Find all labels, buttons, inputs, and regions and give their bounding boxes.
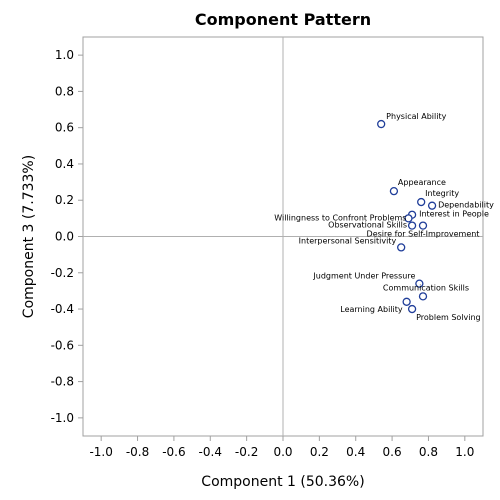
y-axis-ticks: -1.0 -0.8 -0.6 -0.4 -0.2 0.0 0.2 0.4 0.6 0.8 1.0	[51, 48, 83, 425]
x-tick-label: -0.8	[126, 445, 149, 459]
y-tick-label: -0.6	[51, 338, 74, 352]
y-tick-label: 0.4	[55, 157, 74, 171]
x-tick-label: 0.2	[310, 445, 329, 459]
data-point-marker	[418, 292, 428, 301]
data-point-label: Interest in People	[419, 210, 489, 219]
data-point-label: Learning Ability	[340, 305, 403, 314]
data-points: Physical Ability Appearance Integrity Depen…	[274, 112, 494, 322]
x-tick-label: -0.2	[235, 445, 258, 459]
data-point-label: Judgment Under Pressure	[312, 272, 415, 281]
y-tick-label: 0.8	[55, 84, 74, 98]
y-tick-label: -1.0	[51, 411, 74, 425]
y-tick-label: -0.2	[51, 266, 74, 280]
data-point-marker	[407, 221, 417, 230]
data-point-marker	[389, 187, 399, 196]
y-axis-label: Component 3 (7.733%)	[21, 155, 37, 318]
y-tick-label: 0.0	[55, 230, 74, 244]
data-point-marker	[417, 197, 426, 207]
x-tick-label: 1.0	[455, 445, 474, 459]
x-tick-label: 0.0	[273, 445, 292, 459]
y-tick-label: -0.4	[51, 302, 74, 316]
data-point-label: Appearance	[398, 178, 446, 187]
data-point-label: Willingness to Confront Problems	[274, 213, 406, 222]
data-point-marker	[377, 119, 386, 129]
x-tick-label: 0.8	[419, 445, 438, 459]
data-point-label: Observational Skills	[328, 221, 407, 230]
data-point-label: Dependability	[438, 201, 494, 210]
x-axis-label: Component 1 (50.36%)	[201, 474, 364, 490]
data-point-label: Interpersonal Sensitivity	[299, 236, 397, 245]
x-axis-ticks: -1.0 -0.8 -0.6 -0.4 -0.2 0.0 0.2 0.4 0.6 0.8 1.0	[89, 436, 474, 459]
data-point-label: Physical Ability	[386, 112, 446, 121]
data-point-marker	[397, 243, 406, 252]
data-point-marker	[402, 297, 411, 306]
x-tick-label: -1.0	[89, 445, 112, 459]
data-point-marker	[407, 304, 417, 314]
data-point-marker	[415, 279, 424, 288]
y-tick-label: 0.2	[55, 193, 74, 207]
x-tick-label: -0.6	[162, 445, 185, 459]
data-point-label: Communication Skills	[383, 283, 469, 292]
chart-title: Component Pattern	[195, 10, 371, 29]
x-tick-label: 0.6	[383, 445, 402, 459]
data-point-label: Integrity	[425, 189, 459, 198]
x-tick-label: -0.4	[199, 445, 222, 459]
y-tick-label: 1.0	[55, 48, 74, 62]
y-tick-label: -0.8	[51, 375, 74, 389]
data-point-marker	[427, 201, 437, 210]
data-point-marker	[404, 214, 413, 223]
y-tick-label: 0.6	[55, 121, 74, 135]
data-point-marker	[418, 221, 428, 230]
data-point-label: Desire for Self-Improvement	[367, 230, 480, 239]
data-point-label: Problem Solving	[416, 313, 481, 322]
x-tick-label: 0.4	[346, 445, 365, 459]
